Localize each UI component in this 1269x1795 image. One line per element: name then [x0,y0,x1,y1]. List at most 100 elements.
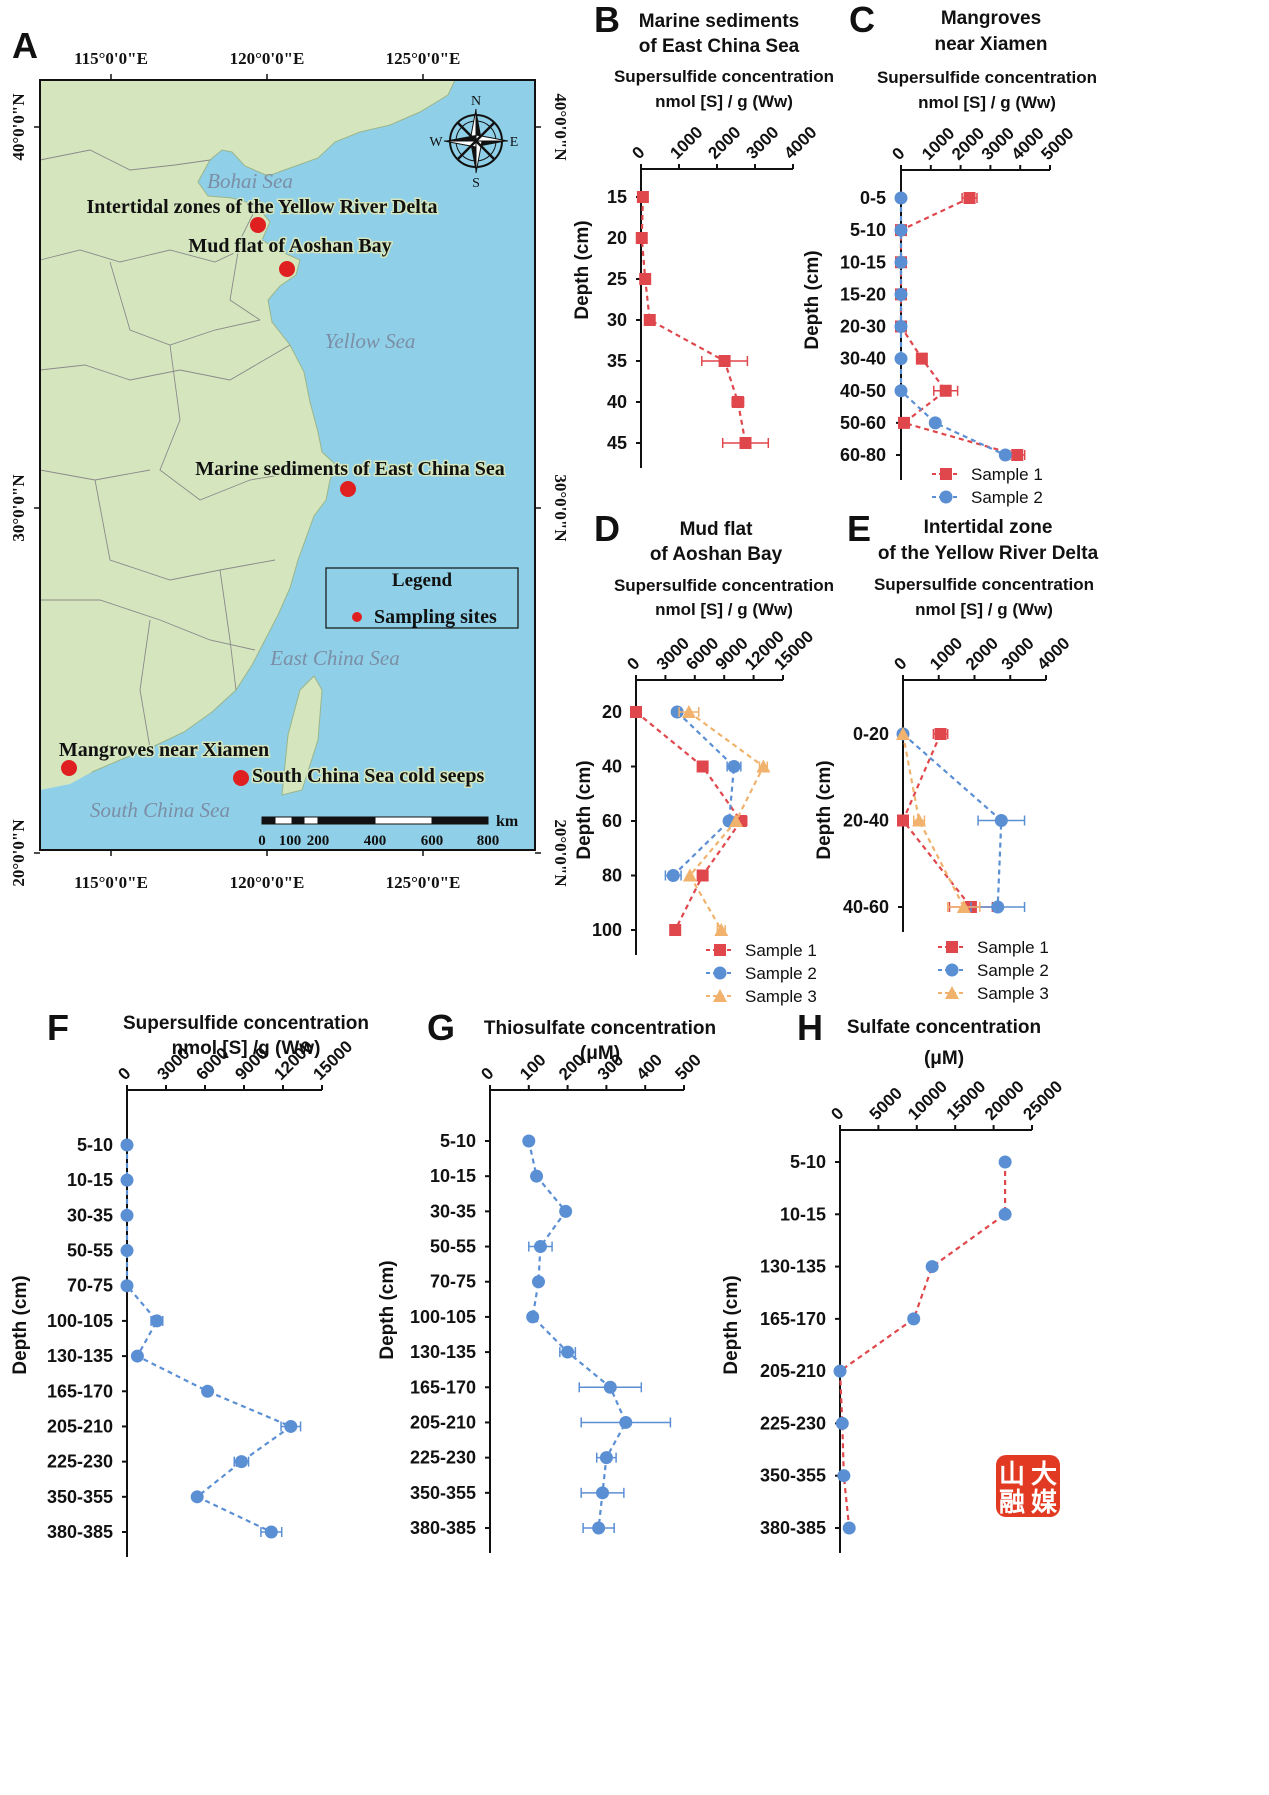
legend-label: Sample 3 [977,984,1049,1003]
data-point [956,900,971,913]
y-axis-label: Depth (cm) [377,1260,398,1359]
x-tick-label: 400 [633,1050,666,1083]
chart-title: Thiosulfate concentration [484,1018,716,1039]
scale-segment [291,816,305,825]
legend-title: Legend [392,570,453,591]
legend-label: Sample 1 [971,465,1043,484]
site-marker [233,770,249,786]
data-point [120,1208,134,1222]
sea-label: Bohai Sea [207,169,293,193]
x-tick-label: 0 [628,143,648,163]
data-point [619,1415,633,1429]
y-tick-label: 30-35 [430,1201,476,1221]
y-axis-label: Depth (cm) [10,1275,31,1374]
lon-label-top: 125°0'0"E [386,49,461,68]
y-tick-label: 225-230 [760,1413,826,1433]
map-boundary-8 [139,619,151,749]
data-point [264,1525,278,1539]
y-tick-label: 130-135 [47,1346,113,1366]
y-tick-label: 5-10 [790,1152,826,1172]
data-point [120,1138,134,1152]
y-tick-label: 205-210 [47,1416,113,1436]
map-boundary-9 [219,569,237,691]
legend-label: Sample 2 [745,964,817,983]
map-mainland [39,79,456,789]
chart-title: near Xiamen [935,34,1048,55]
chart-title: of the Yellow River Delta [878,543,1099,564]
map-frame [39,79,536,851]
scale-unit: km [496,813,519,830]
y-tick-label: 60 [602,811,622,831]
scale-tick: 100 [279,833,302,849]
data-point [963,192,976,204]
chart-panel-d: D Mud flat of Aoshan Bay Supersulfide conce… [574,508,834,1006]
data-point [234,1455,248,1469]
y-axis-label: Depth (cm) [814,760,835,859]
x-tick-label: 3000 [998,634,1038,674]
data-point [666,869,680,882]
y-tick-label: 350-355 [47,1487,113,1507]
y-tick-label: 60-80 [840,445,886,465]
watermark-char: 媒 [1031,1488,1058,1518]
y-tick-label: 0-5 [860,188,886,208]
x-tick-label: 0 [477,1064,497,1084]
map-boundary-4 [159,344,311,501]
y-tick-label: 10-15 [780,1204,826,1224]
y-tick-label: 165-170 [410,1377,476,1397]
data-point [714,923,729,936]
lat-label-right: 20°0'0"N [551,819,570,887]
data-point [639,273,652,285]
scale-tick: 600 [421,833,444,849]
chart-title: Mangroves [941,8,1041,29]
y-tick-label: 40-60 [843,897,889,917]
map-boundary-0 [39,149,211,171]
x-tick-label: 1000 [666,123,706,163]
data-point [897,416,910,429]
data-point [934,728,947,740]
legend-marker [939,490,953,504]
chart-title: Intertidal zone [924,517,1053,538]
scale-segment [274,816,293,825]
chart-panel-f: F Supersulfide concentration nmol [S] /g (… [10,1007,369,1557]
x-tick-label: 1000 [918,124,958,164]
y-tick-label: 20-40 [843,811,889,831]
compass-diag [475,140,495,160]
y-tick-label: 130-135 [410,1342,476,1362]
data-point [284,1419,298,1433]
chart-title: nmol [S] /g (Ww) [172,1038,321,1059]
site-marker [250,217,266,233]
chart-title: of East China Sea [639,36,800,57]
data-point [603,1380,617,1394]
data-point [201,1384,215,1398]
chart-title: Mud flat [680,519,753,540]
y-tick-label: 100 [592,920,622,940]
data-point [912,813,927,827]
series-line [838,1162,1007,1529]
panel-letter-h: H [797,1007,823,1048]
x-tick-label: 0 [888,144,908,164]
y-tick-label: 40-50 [840,381,886,401]
y-tick-label: 40 [607,392,627,412]
chart-title: Marine sediments [639,11,800,32]
chart-title: (μM) [580,1043,620,1064]
panel-letter-g: G [427,1007,455,1048]
data-point [682,868,697,882]
map-boundary-3 [39,344,291,381]
chart-panel-e: E Intertidal zone of the Yellow River Delt… [814,508,1099,1003]
data-point [727,760,741,773]
legend-label: Sample 3 [745,987,817,1006]
data-point [669,924,682,936]
compass-icon: N S E W [429,94,518,191]
compass-point [476,141,508,147]
site-marker [61,760,77,776]
data-point [1011,449,1024,461]
legend-marker [945,963,959,977]
scale-tick: 0 [258,833,266,849]
compass-point [470,141,476,173]
y-tick-label: 70-75 [67,1276,113,1296]
data-point [894,287,908,301]
data-point [894,255,908,269]
y-tick-label: 5-10 [77,1135,113,1155]
legend-label: Sample 1 [745,941,817,960]
